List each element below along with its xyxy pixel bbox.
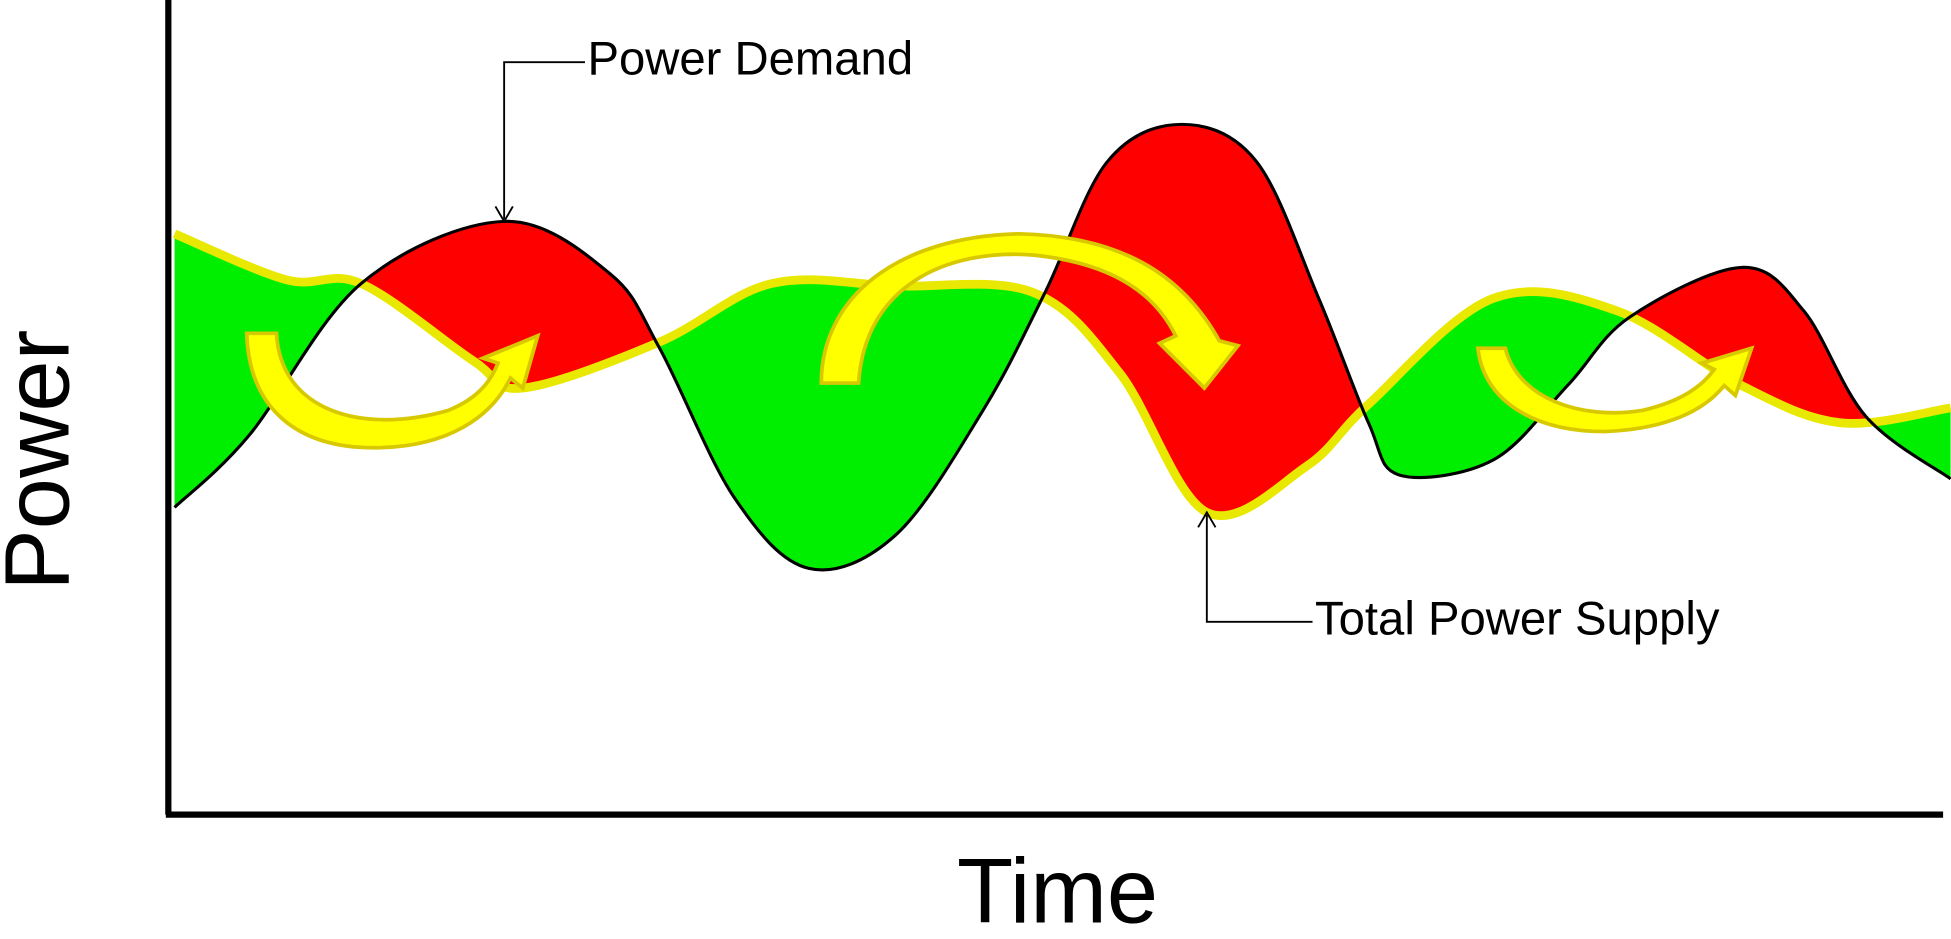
leader-line xyxy=(504,62,585,219)
x-axis-label: Time xyxy=(957,839,1158,939)
y-axis-label: Power xyxy=(0,330,88,591)
diagram: Power Demand Total Power Supply Power Ti… xyxy=(0,0,1951,939)
leader-line xyxy=(1207,515,1313,622)
annotation-label: Power Demand xyxy=(587,33,913,86)
annotation-label: Total Power Supply xyxy=(1315,592,1720,645)
page: {"axes": {"y_label": "Power", "x_label":… xyxy=(0,0,1951,939)
